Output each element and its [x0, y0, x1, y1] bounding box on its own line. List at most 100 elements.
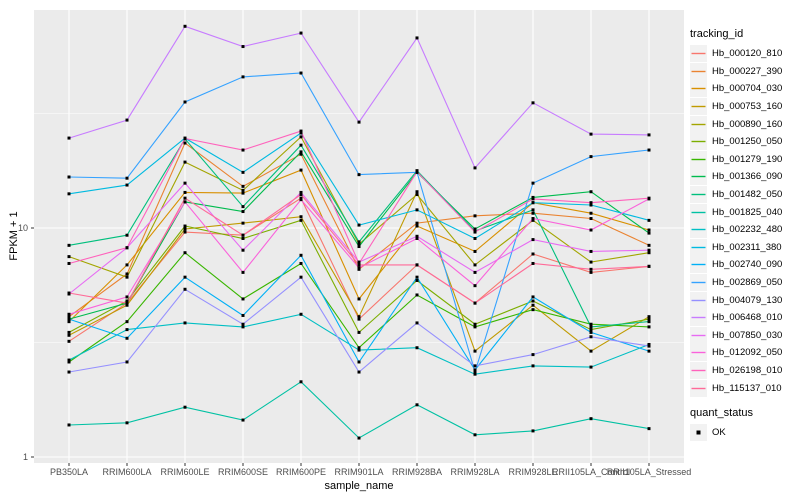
- legend-item-label: Hb_001366_090: [712, 171, 783, 183]
- legend-key-line-icon: [690, 361, 707, 379]
- data-point: [473, 230, 477, 234]
- legend-key-line-icon: [690, 221, 707, 239]
- data-point: [183, 251, 187, 255]
- data-point: [531, 261, 535, 265]
- data-point: [589, 322, 593, 326]
- data-point: [183, 160, 187, 164]
- legend-key-point-icon: [690, 424, 707, 442]
- data-point: [357, 330, 361, 334]
- data-point: [183, 227, 187, 231]
- data-point: [125, 263, 129, 267]
- data-point: [183, 190, 187, 194]
- data-point: [67, 192, 71, 196]
- data-point: [183, 24, 187, 28]
- legend-item-label: Hb_002311_380: [712, 241, 782, 253]
- data-point: [531, 181, 535, 185]
- data-point: [357, 245, 361, 249]
- data-point: [241, 184, 245, 188]
- legend-item: Hb_000120_810: [690, 45, 800, 63]
- legend-key-line-icon: [690, 326, 707, 344]
- data-point: [647, 231, 651, 235]
- legend-item-label: Hb_007850_030: [712, 329, 783, 341]
- x-tick-label: RRIM600PE: [276, 467, 326, 477]
- data-point: [473, 263, 477, 267]
- legend-item: Hb_000227_390: [690, 62, 800, 81]
- data-point: [241, 210, 245, 214]
- data-point: [531, 238, 535, 242]
- data-point: [299, 275, 303, 279]
- data-point: [589, 217, 593, 221]
- data-point: [473, 325, 477, 329]
- data-point: [299, 198, 303, 202]
- data-point: [647, 320, 651, 324]
- data-point: [241, 322, 245, 326]
- legend-item-label: Hb_006468_010: [712, 312, 783, 324]
- data-point: [183, 287, 187, 291]
- legend-key-line-icon: [690, 62, 707, 80]
- data-point: [647, 243, 651, 247]
- data-point: [589, 335, 593, 339]
- data-point: [357, 242, 361, 246]
- data-point: [531, 208, 535, 212]
- data-point: [67, 136, 71, 140]
- data-point: [415, 224, 419, 228]
- data-point: [473, 236, 477, 240]
- data-point: [299, 129, 303, 133]
- legend-item-label: Hb_002232_480: [712, 224, 783, 236]
- x-tick-label: RRIM600LA: [102, 467, 151, 477]
- data-point: [299, 261, 303, 265]
- data-point: [589, 228, 593, 232]
- data-point: [531, 101, 535, 105]
- data-point: [125, 303, 129, 307]
- data-point: [589, 365, 593, 369]
- data-point: [125, 176, 129, 180]
- data-point: [589, 349, 593, 353]
- data-point: [125, 320, 129, 324]
- data-point: [241, 45, 245, 49]
- data-point: [241, 191, 245, 195]
- data-point: [241, 75, 245, 79]
- data-point: [531, 303, 535, 307]
- legend-key-line-icon: [690, 98, 707, 116]
- legend-item: Hb_000753_160: [690, 98, 800, 116]
- data-point: [415, 293, 419, 297]
- data-point: [125, 233, 129, 237]
- legend-item-label: Hb_115137_010: [712, 382, 782, 394]
- x-tick-label: PB350LA: [50, 467, 88, 477]
- legend-item: Hb_002232_480: [690, 221, 800, 239]
- data-point: [647, 248, 651, 252]
- data-point: [647, 228, 651, 232]
- data-point: [357, 266, 361, 270]
- data-point: [647, 325, 651, 329]
- legend-key-line-icon: [690, 256, 707, 274]
- data-point: [299, 218, 303, 222]
- data-point: [67, 358, 71, 362]
- x-tick-label: RRIM600SE: [218, 467, 268, 477]
- data-point: [299, 31, 303, 35]
- data-point: [473, 166, 477, 170]
- data-point: [531, 429, 535, 433]
- data-point: [241, 236, 245, 240]
- data-point: [531, 295, 535, 299]
- data-point: [473, 433, 477, 437]
- legend-title-quant-status: quant_status: [690, 406, 753, 419]
- data-point: [241, 313, 245, 317]
- data-point: [415, 221, 419, 225]
- legend-item: Hb_002740_090: [690, 256, 800, 274]
- y-tick-label: 1: [23, 452, 28, 462]
- x-axis-title: sample_name: [324, 480, 394, 492]
- data-point: [415, 36, 419, 40]
- data-point: [125, 272, 129, 276]
- data-point: [473, 249, 477, 253]
- x-tick-label: RRII105LA_Control: [552, 467, 630, 477]
- data-point: [415, 236, 419, 240]
- legend-key-line-icon: [690, 274, 707, 292]
- data-point: [415, 208, 419, 212]
- data-point: [589, 132, 593, 136]
- data-point: [241, 205, 245, 209]
- data-point: [473, 284, 477, 288]
- data-point: [299, 190, 303, 194]
- data-point: [531, 211, 535, 215]
- legend-item: Hb_001250_050: [690, 133, 800, 151]
- data-point: [473, 227, 477, 231]
